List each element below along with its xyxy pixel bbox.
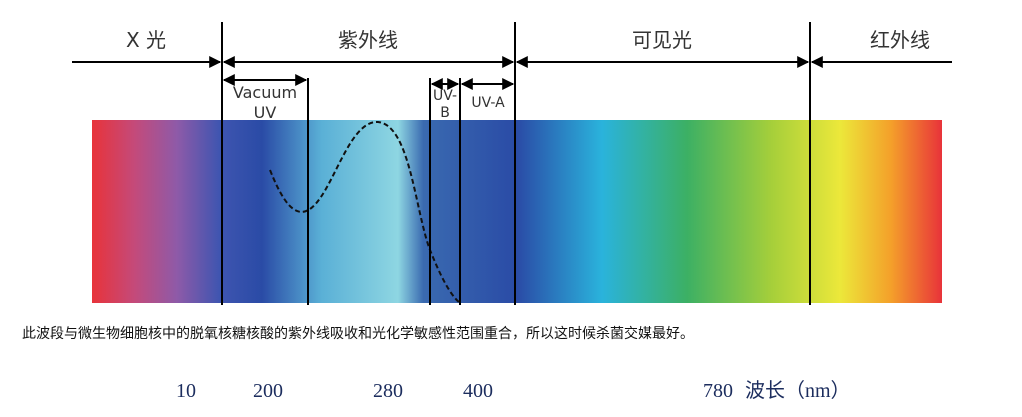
absorption-curve <box>269 120 461 304</box>
wavelength-label: 200 <box>253 380 283 402</box>
band-label: UV-A <box>471 95 505 111</box>
region-label: X 光 <box>126 28 166 52</box>
region-label: 可见光 <box>632 28 692 52</box>
band-label: B <box>440 105 450 121</box>
region-label: 紫外线 <box>338 28 398 52</box>
band-label: UV <box>254 103 277 122</box>
divider-lines <box>221 22 811 305</box>
spectrum-bar <box>92 120 942 303</box>
band-label: Vacuum <box>233 83 297 102</box>
wavelength-label: 10 <box>176 380 196 402</box>
wavelength-label: 780 <box>703 380 733 402</box>
wavelength-label: 400 <box>463 380 493 402</box>
region-label: 红外线 <box>870 28 930 52</box>
caption: 此波段与微生物细胞核中的脱氧核糖核酸的紫外线吸收和光化学敏感性范围重合，所以这时… <box>22 325 694 342</box>
region-arrows <box>72 56 952 90</box>
axis-label: 波长（nm） <box>745 379 851 402</box>
band-label: UV-C <box>359 96 393 112</box>
wavelength-label: 280 <box>373 380 403 402</box>
band-label: UV- <box>433 88 457 104</box>
